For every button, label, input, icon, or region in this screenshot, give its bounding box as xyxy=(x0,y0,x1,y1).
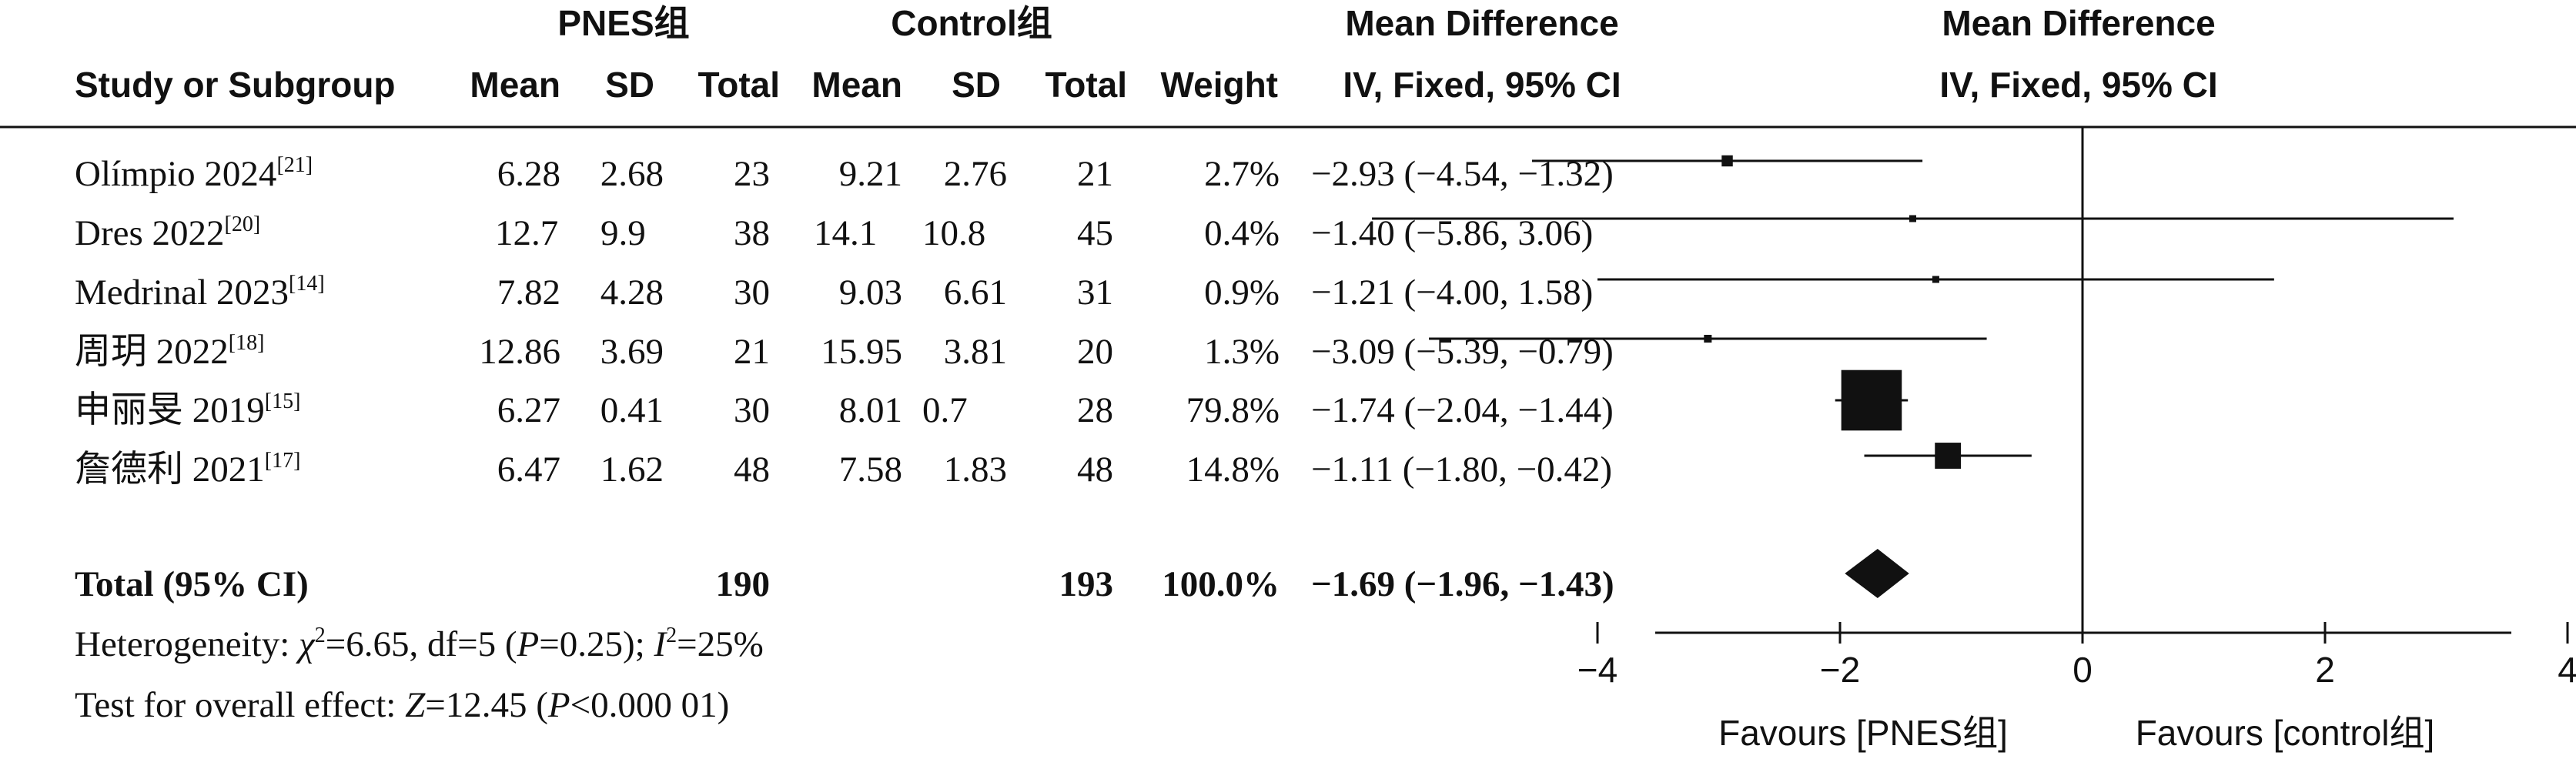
col-mean-pnes: Mean xyxy=(470,65,560,105)
study-row: 詹德利 2021[17] 6.47 1.62 48 7.58 1.83 48 1… xyxy=(75,449,1612,490)
total-control: 45 xyxy=(1077,213,1113,253)
sd-control: 2.76 xyxy=(944,154,1007,194)
sd-pnes: 1.62 xyxy=(601,450,664,490)
overall-diamond xyxy=(1845,549,1909,598)
study-name: 周玥 2022[18] xyxy=(75,331,264,372)
total-pnes: 23 xyxy=(734,154,770,194)
total-control: 31 xyxy=(1077,273,1113,313)
sd-control: 6.61 xyxy=(944,273,1007,313)
mean-control: 14.1 xyxy=(814,213,877,253)
study-name: Olímpio 2024[21] xyxy=(75,153,313,194)
mean-control: 7.58 xyxy=(839,450,902,490)
total-control: 28 xyxy=(1077,390,1113,430)
mean-pnes: 12.7 xyxy=(495,213,558,253)
md-ci: −1.21 (−4.00, 1.58) xyxy=(1311,273,1593,313)
x-tick-label: 2 xyxy=(2315,650,2335,690)
mean-pnes: 6.28 xyxy=(497,154,560,194)
plot-header-2: IV, Fixed, 95% CI xyxy=(1939,65,2217,105)
weight-square xyxy=(1932,276,1939,283)
col-total-control: Total xyxy=(1045,65,1127,105)
md-ci: −1.40 (−5.86, 3.06) xyxy=(1311,213,1593,253)
overall-effect-note: Test for overall effect: Z=12.45 (P<0.00… xyxy=(75,685,729,725)
plot-header-1: Mean Difference xyxy=(1942,3,2215,43)
study-name: 申丽旻 2019[15] xyxy=(75,390,300,430)
mean-control: 8.01 xyxy=(839,390,902,430)
total-pnes: 30 xyxy=(734,390,770,430)
x-tick-label: 4 xyxy=(2558,650,2576,690)
total-pnes: 48 xyxy=(734,450,770,490)
mean-control: 9.03 xyxy=(839,273,902,313)
study-row: Dres 2022[20] 12.7 9.9 38 14.1 10.8 45 0… xyxy=(75,212,1593,253)
total-pnes: 30 xyxy=(734,273,770,313)
total-control: 20 xyxy=(1077,332,1113,372)
study-row: 周玥 2022[18] 12.86 3.69 21 15.95 3.81 20 … xyxy=(75,331,1614,372)
weight: 14.8% xyxy=(1186,450,1280,490)
weight-square xyxy=(1704,334,1712,343)
col-sd-pnes: SD xyxy=(605,65,654,105)
sd-control: 0.7 xyxy=(922,390,968,430)
study-name: 詹德利 2021[17] xyxy=(75,449,300,490)
md-ci: −1.74 (−2.04, −1.44) xyxy=(1311,390,1614,430)
x-tick-label: −4 xyxy=(1577,650,1618,690)
mean-pnes: 7.82 xyxy=(497,273,560,313)
weight: 0.9% xyxy=(1204,273,1280,313)
total-n-pnes: 190 xyxy=(716,564,771,604)
weight-square xyxy=(1841,369,1902,431)
x-label-right: Favours [control组] xyxy=(2136,713,2435,753)
x-tick-label: −2 xyxy=(1820,650,1860,690)
mean-control: 9.21 xyxy=(839,154,902,194)
total-control: 21 xyxy=(1077,154,1113,194)
total-row: Total (95% CI) 190 193 100.0% −1.69 (−1.… xyxy=(75,564,1614,604)
md-header-1: Mean Difference xyxy=(1345,3,1618,43)
weight-square xyxy=(1935,443,1962,469)
col-mean-control: Mean xyxy=(811,65,902,105)
x-label-left: Favours [PNES组] xyxy=(1718,713,2008,753)
mean-pnes: 12.86 xyxy=(479,332,560,372)
mean-control: 15.95 xyxy=(821,332,902,372)
col-study: Study or Subgroup xyxy=(75,65,396,105)
sd-control: 3.81 xyxy=(944,332,1007,372)
total-weight: 100.0% xyxy=(1162,564,1280,604)
weight: 79.8% xyxy=(1186,390,1280,430)
sd-pnes: 4.28 xyxy=(601,273,664,313)
total-md-ci: −1.69 (−1.96, −1.43) xyxy=(1311,564,1614,604)
study-name: Dres 2022[20] xyxy=(75,212,260,253)
total-pnes: 38 xyxy=(734,213,770,253)
group-header-control: Control组 xyxy=(891,3,1052,43)
study-row: 申丽旻 2019[15] 6.27 0.41 30 8.01 0.7 28 79… xyxy=(75,390,1614,430)
heterogeneity-note: Heterogeneity: χ2=6.65, df=5 (P=0.25); I… xyxy=(75,624,764,664)
sd-pnes: 3.69 xyxy=(601,332,664,372)
total-pnes: 21 xyxy=(734,332,770,372)
weight: 1.3% xyxy=(1204,332,1280,372)
weight-square xyxy=(1909,215,1916,222)
mean-pnes: 6.47 xyxy=(497,450,560,490)
sd-pnes: 2.68 xyxy=(601,154,664,194)
x-tick-label: 0 xyxy=(2073,650,2093,690)
mean-pnes: 6.27 xyxy=(497,390,560,430)
study-name: Medrinal 2023[14] xyxy=(75,272,325,313)
forest-plot-area: −4 −2 0 2 4 xyxy=(1372,127,2576,690)
sd-pnes: 9.9 xyxy=(601,213,646,253)
col-weight: Weight xyxy=(1161,65,1278,105)
col-sd-control: SD xyxy=(952,65,1001,105)
sd-pnes: 0.41 xyxy=(601,390,664,430)
group-header-pnes: PNES组 xyxy=(557,3,689,43)
weight: 0.4% xyxy=(1204,213,1280,253)
weight: 2.7% xyxy=(1204,154,1280,194)
sd-control: 1.83 xyxy=(944,450,1007,490)
md-header-2: IV, Fixed, 95% CI xyxy=(1343,65,1621,105)
study-row: Olímpio 2024[21] 6.28 2.68 23 9.21 2.76 … xyxy=(75,153,1614,194)
weight-square xyxy=(1721,155,1733,167)
total-control: 48 xyxy=(1077,450,1113,490)
md-ci: −1.11 (−1.80, −0.42) xyxy=(1311,450,1612,490)
study-row: Medrinal 2023[14] 7.82 4.28 30 9.03 6.61… xyxy=(75,272,1593,313)
sd-control: 10.8 xyxy=(922,213,985,253)
total-n-control: 193 xyxy=(1059,564,1114,604)
total-label: Total (95% CI) xyxy=(75,564,309,604)
col-total-pnes: Total xyxy=(698,65,780,105)
